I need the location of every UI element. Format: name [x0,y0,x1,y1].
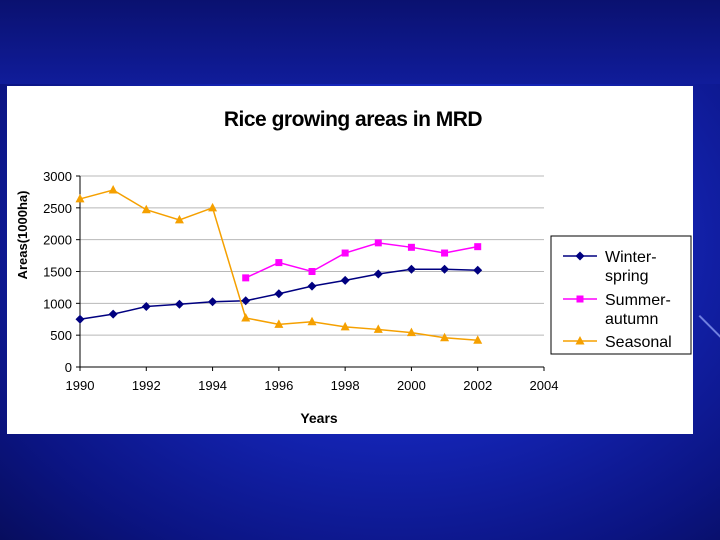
data-point-winter-spring [75,314,85,324]
y-tick-label: 0 [65,360,72,375]
chart-panel: Rice growing areas in MRD Areas(1000ha) … [7,86,693,434]
data-point-summer-autumn [407,243,415,251]
x-tick-label: 1990 [66,378,95,393]
legend-label-summer-autumn: autumn [605,311,658,328]
slide-decoration [698,315,720,338]
data-point-seasonal [108,185,118,194]
data-point-seasonal [440,332,450,342]
legend-label-seasonal: Seasonal [605,334,672,351]
data-point-seasonal [241,312,251,322]
series-winter-spring [75,264,483,324]
line-chart: Rice growing areas in MRD Areas(1000ha) … [15,108,692,426]
x-axis-label: Years [300,410,338,426]
data-point-seasonal [406,327,416,337]
data-point-winter-spring [406,264,416,274]
legend-label-summer-autumn: Summer- [605,292,671,309]
data-point-seasonal [141,204,151,214]
data-point-winter-spring [274,289,284,299]
legend-marker-summer-autumn [576,295,584,303]
legend-marker-winter-spring [575,251,585,261]
data-point-winter-spring [307,281,317,291]
data-point-summer-autumn [308,268,316,275]
y-tick-label: 1000 [43,296,72,311]
legend: Winter-spring Summer-autumn Seasonal [550,235,692,355]
y-tick-label: 3000 [43,169,72,184]
series-seasonal [75,185,483,344]
data-point-winter-spring [174,299,184,309]
y-tick-label: 2000 [43,233,72,248]
data-point-summer-autumn [441,249,449,257]
data-point-winter-spring [373,269,383,279]
data-point-summer-autumn [341,249,349,257]
chart-title: Rice growing areas in MRD [224,108,483,131]
tick-labels: 0 500 1000 1500 2000 2500 3000 1990 1992 1994 1996… [43,169,558,393]
x-tick-label: 2000 [397,378,426,393]
data-point-seasonal [174,214,184,224]
legend-label-winter-spring: Winter- [605,249,657,266]
data-point-winter-spring [340,275,350,285]
legend-marker-seasonal [575,336,585,345]
data-point-summer-autumn [242,274,250,282]
data-point-seasonal [373,324,383,333]
data-point-summer-autumn [275,259,283,267]
data-point-winter-spring [141,302,151,312]
y-tick-label: 1500 [43,265,72,280]
data-point-seasonal [473,335,483,344]
data-point-winter-spring [473,265,483,275]
gridlines [80,175,544,336]
data-point-summer-autumn [474,243,482,251]
x-tick-label: 1998 [331,378,360,393]
series-summer-autumn [242,239,482,282]
y-tick-label: 2500 [43,201,72,216]
data-point-winter-spring [108,309,118,319]
data-point-summer-autumn [374,239,382,247]
x-tick-label: 2002 [463,378,492,393]
data-point-winter-spring [241,296,251,306]
data-point-seasonal [274,319,284,328]
legend-label-winter-spring: spring [605,268,649,285]
y-tick-label: 500 [50,328,72,343]
x-tick-label: 1996 [264,378,293,393]
legend-item-winter-spring: Winter-spring [563,249,657,285]
x-tick-label: 1992 [132,378,161,393]
data-point-winter-spring [208,297,218,307]
data-point-seasonal [75,193,85,203]
legend-item-seasonal: Seasonal [563,334,672,351]
axes [76,175,545,371]
x-tick-label: 2004 [530,378,559,393]
data-point-winter-spring [440,264,450,274]
y-axis-label: Areas(1000ha) [15,191,30,280]
series-line-summer-autumn [245,242,478,279]
data-point-seasonal [340,321,350,331]
data-point-seasonal [307,316,317,326]
x-tick-label: 1994 [198,378,227,393]
data-point-seasonal [208,202,218,212]
series-lines [75,185,483,344]
legend-item-summer-autumn: Summer-autumn [563,292,671,328]
slide-top-band [0,0,720,84]
